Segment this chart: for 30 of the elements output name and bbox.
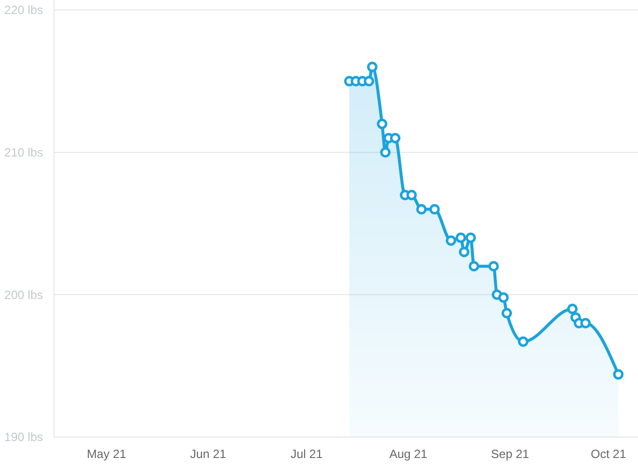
point [406,190,417,200]
point [458,246,470,258]
point [488,260,499,272]
point [416,204,427,215]
point [376,118,388,130]
point [468,260,480,272]
point [390,132,400,144]
x-tick-label: Sep 21 [491,447,530,461]
point [613,369,624,380]
y-tick-label: 200 lbs [4,288,43,302]
y-tick-label: 210 lbs [4,146,43,160]
x-tick-label: Aug 21 [389,447,428,461]
point [498,292,509,303]
point [380,147,391,158]
point [446,235,456,246]
point [456,232,466,243]
point [567,304,578,314]
x-tick-label: Oct 21 [590,447,626,461]
x-tick-label: Jun 21 [190,447,227,461]
point [580,318,591,328]
x-tick-label: May 21 [86,447,126,461]
y-tick-label: 220 lbs [4,3,43,18]
point [366,62,378,72]
point [518,336,528,347]
point [465,232,476,243]
y-tick-label: 190 lbs [4,430,43,444]
point [364,76,374,86]
point [429,204,440,215]
point [502,308,512,318]
x-tick-label: Jul 21 [290,447,323,461]
